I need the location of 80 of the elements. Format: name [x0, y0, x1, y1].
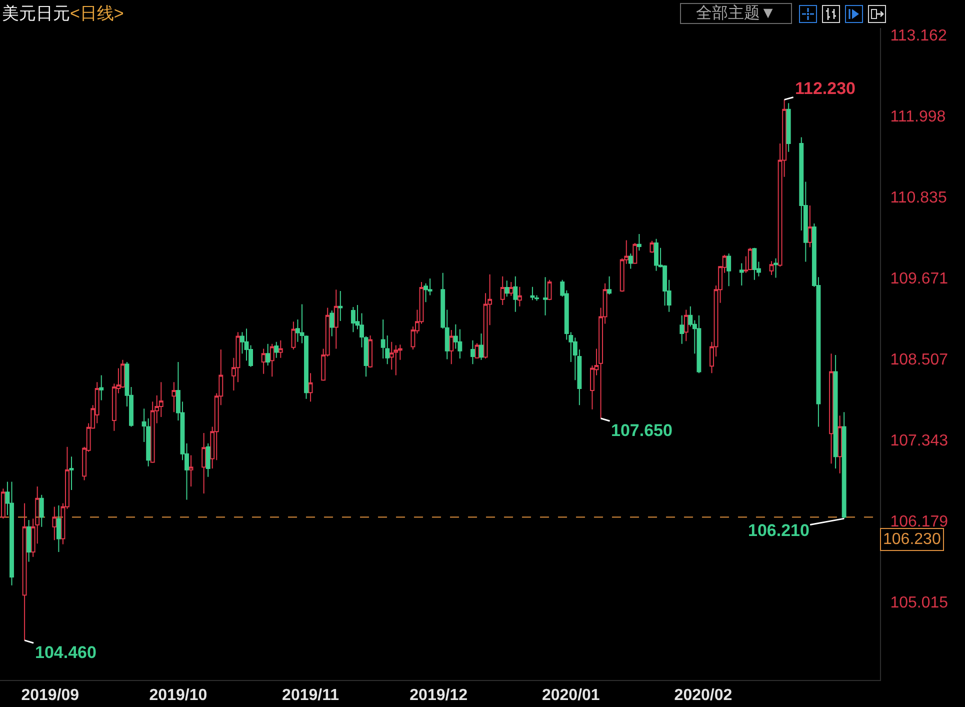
candlestick [636, 233, 642, 252]
candlestick [530, 286, 535, 301]
ref-line-label: 106.230 [883, 531, 941, 548]
annotation: 104.460 [35, 643, 96, 662]
candlestick [752, 247, 757, 280]
candlestick [270, 343, 274, 378]
candlestick [350, 306, 356, 333]
x-tick-label: 2020/02 [674, 687, 732, 704]
candlestick [543, 276, 548, 316]
x-tick-label: 2019/12 [410, 687, 468, 704]
candlestick [458, 328, 462, 360]
y-tick-label: 109.671 [890, 270, 948, 288]
chart-subtitle: <日线> [70, 4, 124, 23]
candlestick [394, 344, 398, 376]
candlestick [52, 506, 57, 541]
candlestick [334, 289, 338, 350]
candlestick [504, 280, 510, 298]
candlestick [684, 309, 688, 342]
candlestick [449, 329, 454, 365]
candlestick [291, 321, 296, 350]
annotation: 106.210 [748, 521, 810, 540]
candlestick [274, 341, 279, 358]
dropdown-button: 全部主题▼ [680, 3, 792, 24]
candlestick [261, 348, 266, 374]
candlestick [808, 204, 812, 248]
candlestick [517, 286, 522, 307]
candlestick [368, 335, 373, 368]
candlestick [330, 310, 334, 337]
candlestick [172, 382, 176, 413]
candlestick [769, 260, 774, 276]
x-tick-label: 2020/01 [542, 687, 600, 704]
candlestick [202, 432, 206, 494]
candlestick [278, 340, 283, 358]
y-tick-label: 106.179 [890, 513, 948, 530]
candlestick [474, 342, 480, 360]
candlestick [266, 343, 270, 366]
candlestick [829, 353, 834, 464]
x-tick-label: 2019/09 [21, 687, 80, 704]
candlestick [308, 372, 313, 402]
candlestick [838, 415, 842, 474]
candlestick [547, 279, 552, 301]
y-tick-label: 107.343 [890, 432, 948, 450]
candlestick [39, 494, 44, 528]
candlestick [22, 502, 27, 641]
x-tick-label: 2019/10 [149, 687, 208, 704]
candlestick [206, 442, 210, 478]
candlestick [479, 332, 484, 360]
chart-title: 美元日元 [2, 4, 70, 23]
candlestick [99, 374, 104, 401]
candlestick [56, 504, 61, 552]
candlestick [748, 247, 752, 271]
candlestick [607, 276, 612, 296]
x-tick-label: 2019/11 [282, 687, 340, 704]
candlestick [628, 252, 633, 270]
candlestick [470, 340, 475, 365]
y-tick-label: 113.162 [890, 27, 947, 44]
candlestick [833, 354, 838, 469]
candlestick [0, 488, 6, 520]
candlestick [338, 290, 343, 322]
candlestick [632, 242, 638, 264]
y-tick-label: 108.507 [890, 351, 948, 368]
candlestick [696, 314, 702, 374]
candlestick [842, 412, 846, 520]
y-tick-label: 111.998 [890, 108, 946, 126]
candlestick [500, 276, 505, 306]
candlestick [650, 240, 654, 254]
candlestick [774, 258, 778, 278]
candlestick [786, 102, 791, 152]
candlestick [726, 252, 732, 287]
candlestick [508, 281, 514, 296]
candlestick [513, 276, 518, 312]
y-tick-label: 110.835 [890, 189, 947, 206]
candlestick [739, 262, 744, 286]
candlestick [69, 456, 74, 491]
y-tick-label: 105.015 [890, 594, 948, 612]
candlestick [680, 314, 684, 344]
candlestick [188, 454, 194, 488]
annotation: 107.650 [611, 421, 672, 440]
candlestick [26, 519, 32, 562]
annotation: 112.230 [795, 79, 856, 98]
